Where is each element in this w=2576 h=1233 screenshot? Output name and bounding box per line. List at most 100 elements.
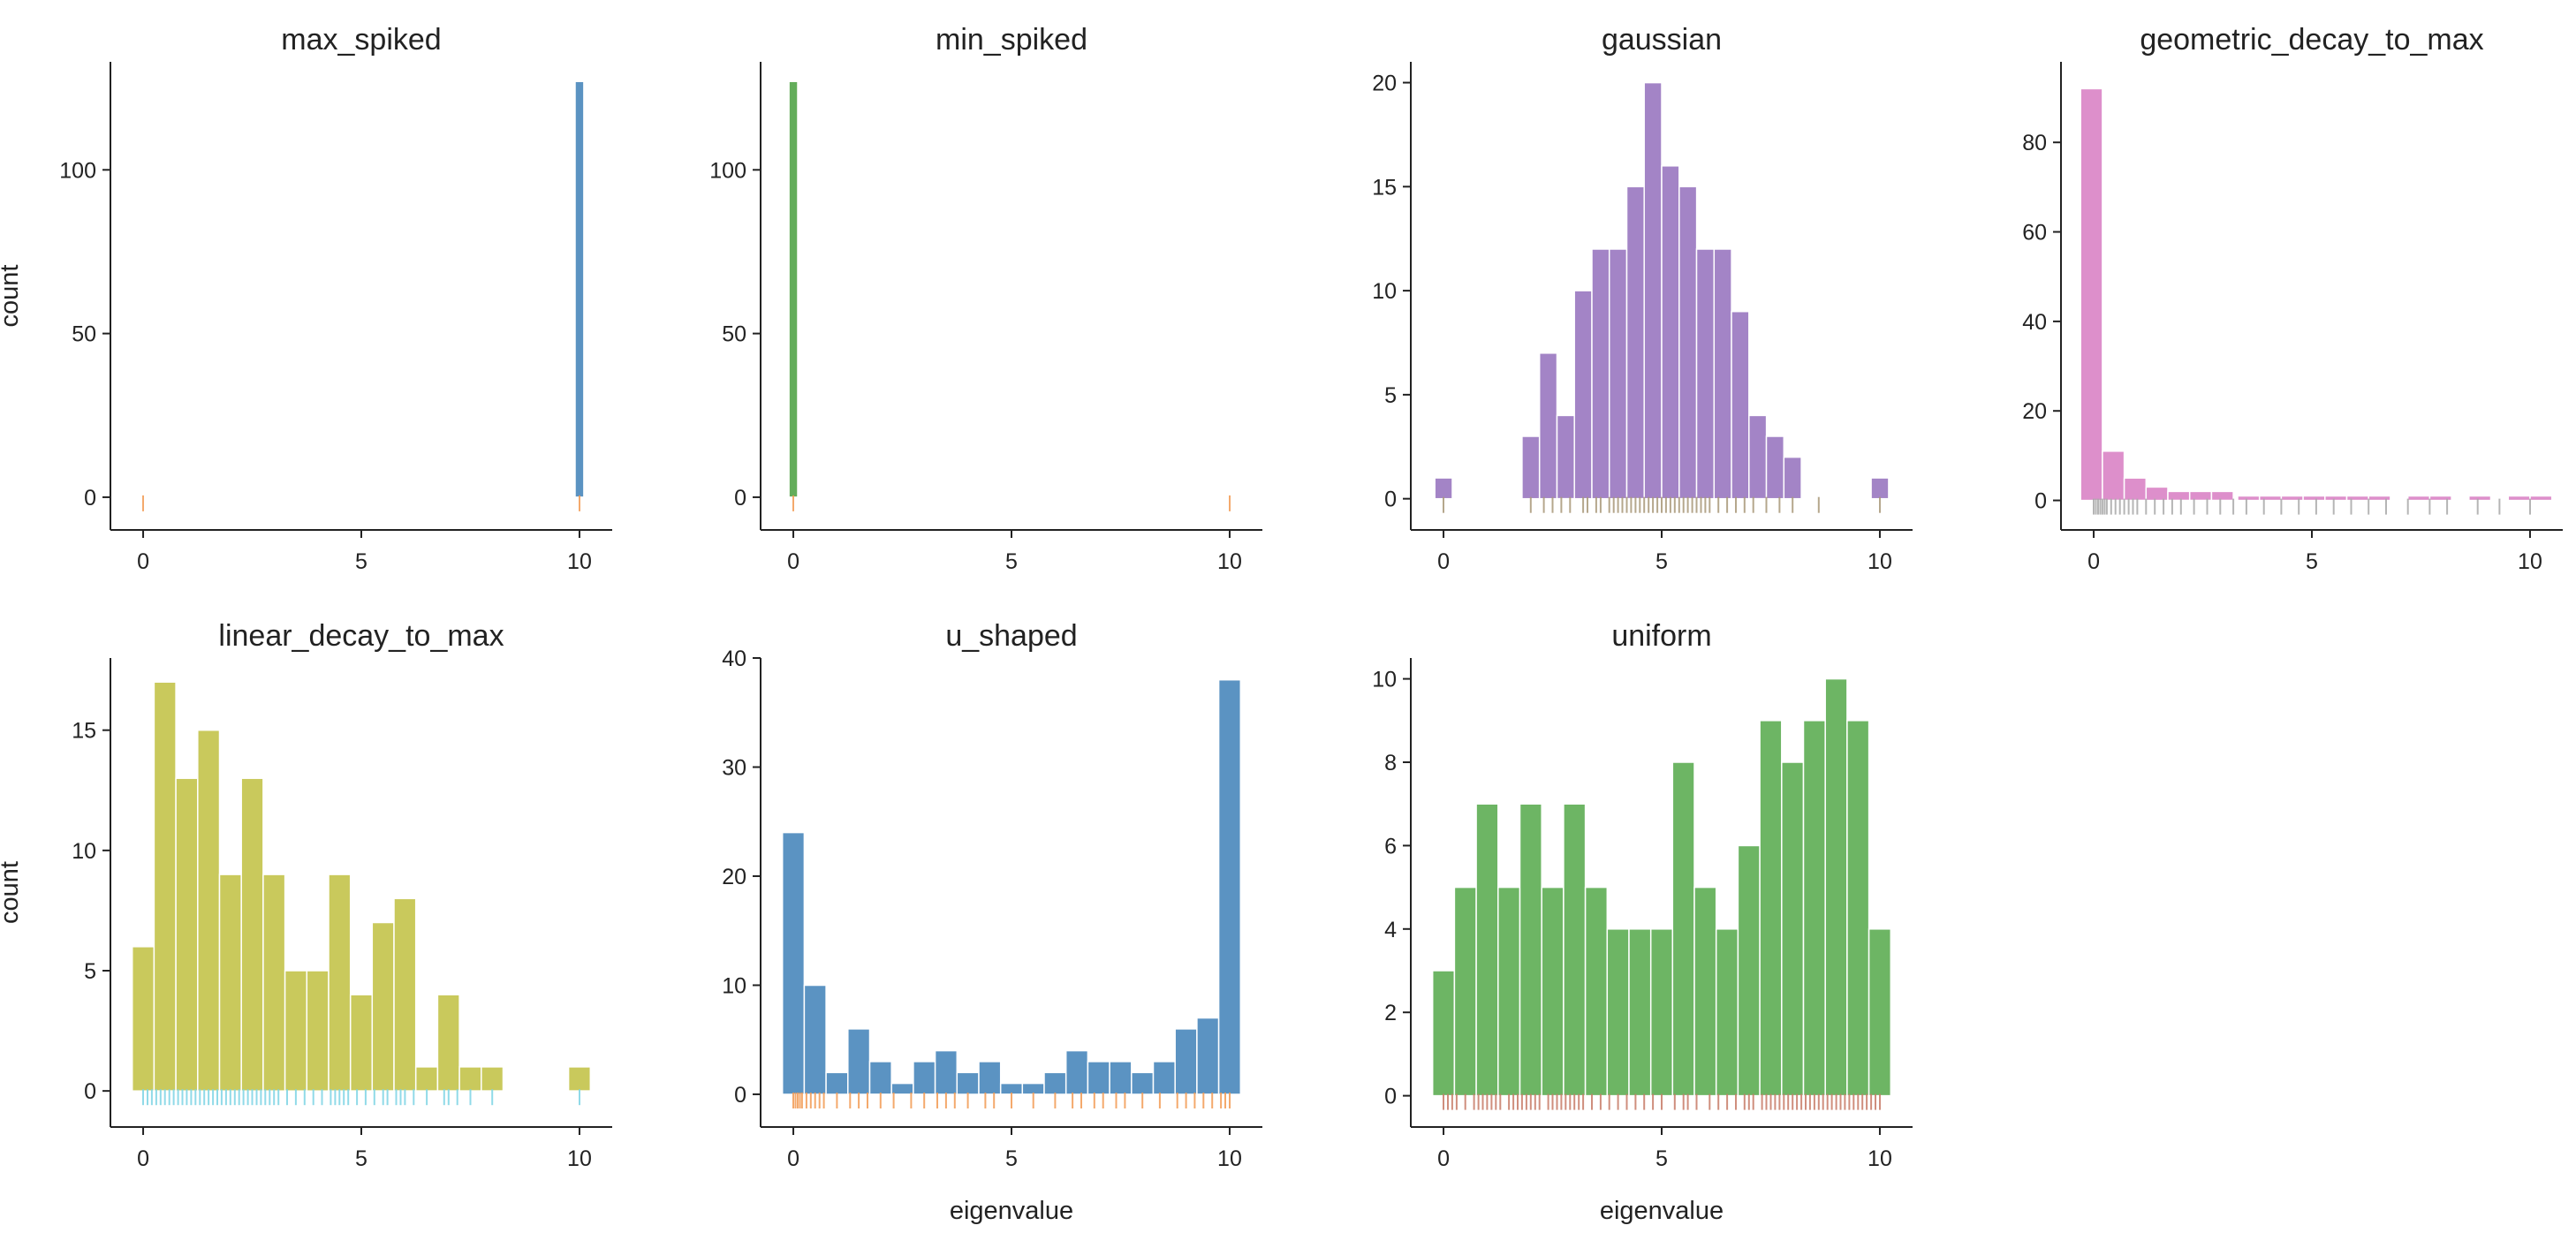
y-tick-label: 0	[84, 486, 96, 511]
y-tick-label: 20	[1372, 72, 1397, 96]
histogram-bar	[2102, 450, 2125, 502]
histogram-bar	[2280, 495, 2304, 502]
histogram-bar	[1573, 290, 1593, 500]
histogram-bar	[1556, 414, 1576, 500]
histogram-bar	[197, 729, 221, 1092]
y-tick-label: 0	[1384, 488, 1397, 512]
histogram-bar	[934, 1049, 958, 1095]
histogram-bar	[825, 1071, 849, 1095]
histogram-bar	[890, 1082, 914, 1095]
x-tick-label: 5	[1005, 1146, 1018, 1171]
histogram-bar	[2368, 495, 2391, 502]
y-tick-label: 30	[722, 755, 746, 780]
histogram-bar	[1643, 81, 1663, 500]
histogram-bar	[1608, 248, 1628, 500]
histogram-bar	[1678, 185, 1698, 500]
y-tick-label: 0	[2034, 489, 2047, 514]
subplot-u-shaped: 0 5 10 0 10 20 30 40 u_shaped eigenvalue	[722, 619, 1262, 1225]
x-tick-label: 10	[1868, 1146, 1892, 1171]
x-tick-label: 5	[355, 1146, 367, 1171]
histogram-bar	[847, 1028, 871, 1095]
histogram-bar	[1802, 720, 1826, 1097]
subplot-title: max_spiked	[281, 23, 441, 57]
histogram-bar	[2188, 490, 2213, 502]
y-tick-label: 10	[72, 839, 96, 864]
histogram-bar	[1196, 1017, 1220, 1095]
histogram-bar	[868, 1061, 892, 1095]
y-tick-label: 60	[2022, 221, 2047, 246]
histogram-bar	[803, 984, 827, 1095]
subplot-geometric-decay-to-max: 0 5 10 0 20 40 60 80 geometric_decay_to_max	[2022, 23, 2563, 574]
histogram-bar	[2529, 495, 2553, 502]
y-tick-label: 100	[59, 158, 96, 183]
histogram-bar	[1475, 803, 1499, 1097]
histogram-bar	[1152, 1061, 1176, 1095]
histogram-bar	[1606, 928, 1630, 1097]
histogram-bar	[1434, 477, 1453, 500]
subplot-title: gaussian	[1602, 23, 1722, 57]
histogram-bar	[1453, 886, 1477, 1097]
histogram-bar	[2302, 495, 2326, 502]
histogram-bar	[1131, 1071, 1155, 1095]
histogram-bar	[2507, 495, 2531, 502]
histogram-bar	[1731, 310, 1750, 500]
histogram-bar	[1538, 352, 1558, 500]
histogram-bar	[1781, 761, 1805, 1097]
histogram-bar	[1628, 928, 1652, 1097]
histogram-bar	[414, 1066, 439, 1092]
y-tick-label: 5	[1384, 383, 1397, 408]
histogram-bar	[1824, 677, 1848, 1097]
histogram-bar	[1695, 248, 1716, 500]
histogram-bar	[1737, 844, 1761, 1097]
y-tick-label: 0	[1384, 1085, 1397, 1109]
y-tick-label: 40	[722, 647, 746, 671]
histogram-bar	[567, 1066, 592, 1092]
y-tick-label: 50	[72, 322, 96, 347]
subplot-gaussian: 0 5 10 0 5 10 15 20 gaussian	[1372, 23, 1913, 574]
histogram-bar	[1064, 1049, 1089, 1095]
x-tick-label: 0	[137, 549, 149, 574]
histogram-bar	[1715, 928, 1739, 1097]
histogram-bar	[1497, 886, 1521, 1097]
histogram-bar	[1519, 803, 1542, 1097]
histogram-bar	[978, 1061, 1002, 1095]
histogram-bar	[781, 831, 806, 1095]
y-axis-label: count	[0, 861, 24, 924]
y-tick-label: 40	[2022, 310, 2047, 335]
histogram-bar	[2258, 495, 2283, 502]
histogram-bar	[1661, 165, 1680, 500]
histogram-bar	[1713, 248, 1732, 500]
histogram-bar	[2345, 495, 2369, 502]
histogram-bar	[2237, 495, 2261, 502]
histogram-bar	[1649, 928, 1674, 1097]
y-tick-label: 15	[72, 719, 96, 744]
histogram-bar	[1846, 720, 1870, 1097]
x-tick-label: 10	[567, 1146, 592, 1171]
subplot-title: geometric_decay_to_max	[2140, 23, 2483, 57]
x-tick-label: 0	[2087, 549, 2100, 574]
histogram-bar	[1109, 1061, 1133, 1095]
y-tick-label: 8	[1384, 751, 1397, 775]
histogram-bar	[393, 897, 417, 1092]
histogram-bar	[2145, 486, 2169, 502]
histogram-bar	[2468, 495, 2492, 502]
y-tick-label: 2	[1384, 1001, 1397, 1025]
subplot-title: min_spiked	[936, 23, 1087, 57]
histogram-bar	[328, 874, 352, 1092]
histogram-bar	[262, 874, 286, 1092]
x-tick-label: 0	[787, 549, 799, 574]
histogram-bar	[1870, 477, 1890, 500]
histogram-bar	[131, 946, 155, 1092]
y-tick-label: 0	[734, 1083, 746, 1108]
histogram-bar	[956, 1071, 980, 1095]
x-axis-label: eigenvalue	[950, 1197, 1073, 1225]
x-tick-label: 10	[567, 549, 592, 574]
x-tick-label: 10	[1217, 1146, 1242, 1171]
histogram-bar	[1217, 678, 1242, 1095]
histogram-bar	[1563, 803, 1587, 1097]
histogram-bar	[1541, 886, 1565, 1097]
